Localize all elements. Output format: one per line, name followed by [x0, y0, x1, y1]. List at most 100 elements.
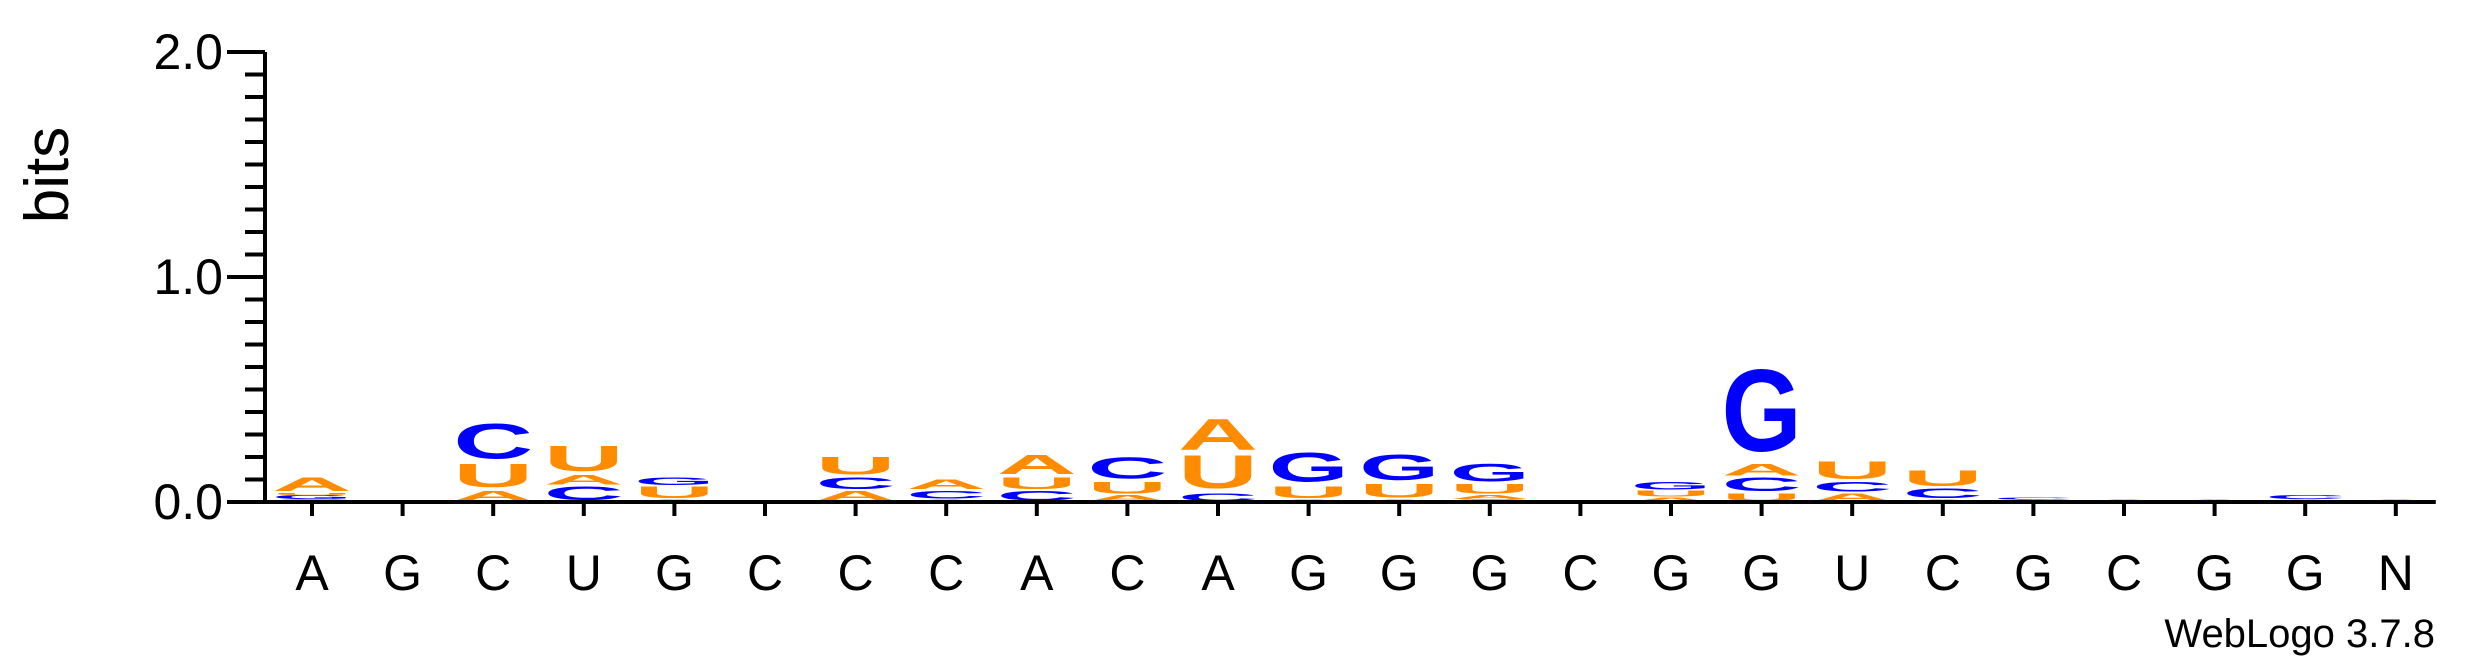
glyph-A: A: [906, 477, 986, 493]
x-tick-label: G: [383, 545, 422, 601]
glyph-U: U: [453, 457, 533, 494]
glyph-letter: A: [1087, 494, 1167, 503]
glyph-letter: A: [906, 477, 986, 493]
glyph-letter: A: [272, 473, 352, 495]
x-tick-label: C: [928, 545, 964, 601]
axis-layer: 0.01.02.0A G C U G C C C A C A G G G C G G U C G C G G N: [153, 24, 2436, 601]
glyph-letter: A: [1631, 496, 1711, 502]
glyph-U: U: [1903, 466, 1983, 491]
glyph-letter: A: [544, 472, 624, 488]
glyph-C: C: [1812, 479, 1892, 495]
x-tick-label: C: [1562, 545, 1598, 601]
glyph-A: A: [1178, 410, 1258, 460]
glyph-letter: U: [1269, 483, 1349, 502]
x-tick-label: A: [1020, 545, 1054, 601]
glyph-letter: C: [1722, 473, 1802, 495]
glyph-letter: U: [1631, 489, 1711, 498]
glyph-U: U: [997, 474, 1077, 493]
glyph-letter: U: [1087, 478, 1167, 497]
x-tick-label: C: [838, 545, 874, 601]
glyph-A: A: [816, 488, 896, 504]
glyph-letter: U: [997, 474, 1077, 493]
y-tick-label: 0.0: [153, 474, 223, 530]
x-tick-label: U: [566, 545, 602, 601]
glyph-C: C: [2265, 494, 2345, 500]
y-tick-label: 2.0: [153, 24, 223, 80]
glyph-letter: U: [453, 457, 533, 494]
glyph-letter: C: [906, 488, 986, 500]
x-tick-label: G: [1470, 545, 1509, 601]
glyph-G: G: [1359, 448, 1439, 488]
x-tick-label: G: [2286, 545, 2325, 601]
glyph-C: C: [1903, 486, 1983, 502]
glyph-letter: C: [2265, 494, 2345, 500]
glyph-letter: G: [1359, 448, 1439, 488]
glyph-G: G: [634, 475, 714, 487]
x-tick-label: U: [1834, 545, 1870, 601]
glyph-A: A: [544, 472, 624, 488]
glyph-letter: C: [453, 413, 533, 469]
glyph-C: C: [997, 488, 1077, 504]
x-tick-label: C: [475, 545, 511, 601]
glyph-letter: U: [544, 439, 624, 479]
glyph-layer: CGUAAUCCAUAUGACUACACUAAUCCUAAUGAUGCAUGAU…: [272, 346, 2436, 504]
glyph-U: U: [272, 492, 352, 495]
glyph-C: C: [906, 488, 986, 500]
weblogo-credit: WebLogo 3.7.8: [2164, 612, 2435, 656]
glyph-letter: C: [816, 474, 896, 493]
y-tick-label: 1.0: [153, 249, 223, 305]
glyph-G: G: [1631, 480, 1711, 492]
glyph-letter: U: [272, 492, 352, 495]
glyph-U: U: [1631, 489, 1711, 498]
glyph-G: G: [1269, 444, 1349, 491]
glyph-letter: G: [1450, 458, 1530, 486]
glyph-C: C: [816, 474, 896, 493]
glyph-letter: U: [1178, 446, 1258, 499]
glyph-A: A: [453, 488, 533, 504]
glyph-letter: A: [1178, 410, 1258, 460]
x-tick-label: C: [747, 545, 783, 601]
glyph-letter: G: [1631, 480, 1711, 492]
glyph-U: U: [1178, 446, 1258, 499]
glyph-U: U: [1812, 457, 1892, 485]
x-tick-label: G: [1289, 545, 1328, 601]
glyph-U: U: [1359, 480, 1439, 502]
glyph-letter: C: [1993, 497, 2073, 500]
glyph-U: U: [1269, 483, 1349, 502]
glyph-A: A: [272, 473, 352, 495]
glyph-letter: C: [1087, 451, 1167, 485]
glyph-letter: G: [634, 475, 714, 487]
glyph-C: C: [544, 482, 624, 504]
x-tick-label: G: [2195, 545, 2234, 601]
y-axis-label: bits: [13, 127, 82, 223]
x-tick-label: A: [295, 545, 329, 601]
glyph-letter: A: [997, 449, 1077, 480]
glyph-letter: A: [816, 488, 896, 504]
glyph-letter: A: [1722, 460, 1802, 479]
x-tick-label: C: [1925, 545, 1961, 601]
glyph-C: C: [1087, 451, 1167, 485]
x-tick-label: G: [655, 545, 694, 601]
glyph-letter: U: [1359, 480, 1439, 502]
glyph-letter: G: [1269, 444, 1349, 491]
x-tick-label: G: [1742, 545, 1781, 601]
x-tick-label: G: [1380, 545, 1419, 601]
glyph-A: A: [1722, 460, 1802, 479]
glyph-letter: U: [1450, 481, 1530, 497]
glyph-letter: C: [997, 488, 1077, 504]
glyph-G: G: [272, 494, 352, 500]
glyph-C: C: [453, 413, 533, 469]
glyph-U: U: [634, 483, 714, 502]
glyph-A: A: [997, 449, 1077, 480]
glyph-A: A: [1087, 494, 1167, 503]
x-tick-label: A: [1201, 545, 1235, 601]
glyph-letter: U: [1812, 457, 1892, 485]
glyph-C: C: [1993, 497, 2073, 500]
x-tick-label: N: [2378, 545, 2414, 601]
x-tick-label: G: [1652, 545, 1691, 601]
glyph-letter: U: [634, 483, 714, 502]
glyph-letter: A: [453, 488, 533, 504]
glyph-U: U: [544, 439, 624, 479]
glyph-letter: C: [544, 482, 624, 504]
